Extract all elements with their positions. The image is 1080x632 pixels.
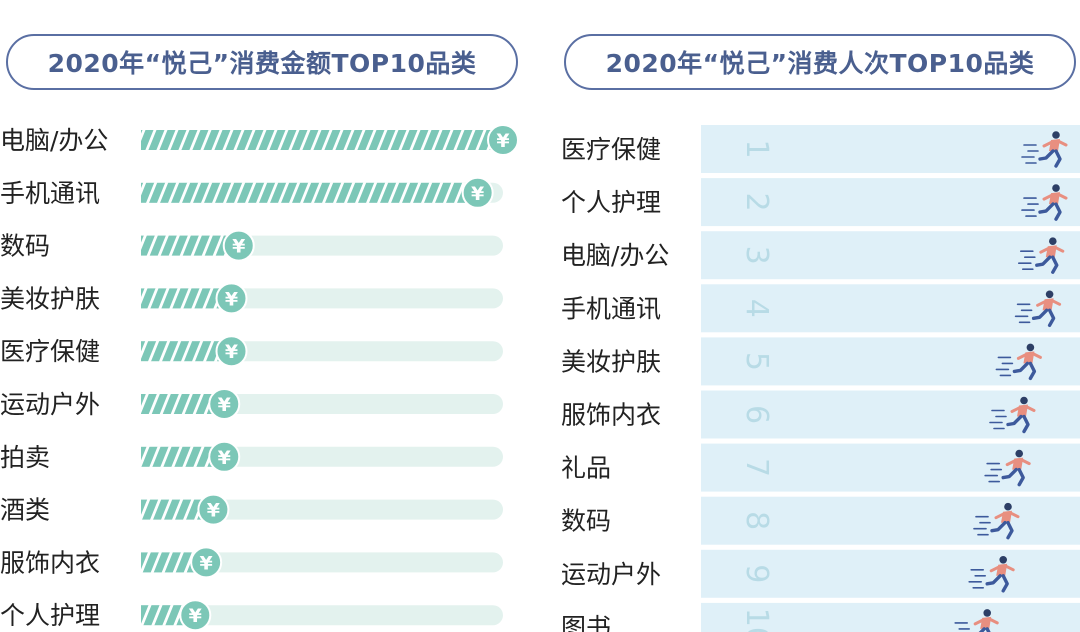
rank-number: 6 [739, 405, 774, 424]
amount-bar [141, 446, 225, 467]
amount-bar-track [141, 499, 503, 520]
rank-number: 7 [739, 458, 774, 477]
svg-text:¥: ¥ [225, 288, 238, 310]
svg-text:¥: ¥ [218, 394, 231, 416]
amount-category-label: 服饰内衣 [0, 548, 100, 577]
svg-text:¥: ¥ [189, 605, 202, 627]
yen-coin-icon: ¥ [215, 335, 248, 368]
amount-category-label: 运动户外 [0, 390, 100, 419]
rank-number: 4 [739, 299, 774, 318]
amount-category-label: 个人护理 [0, 601, 100, 630]
amount-bar-chart: 电脑/办公 ¥ 手机通讯 ¥ 数码 ¥ 美妆护肤 ¥ 医疗保健 ¥ 运动户外 ¥ 拍卖 ¥ 酒类 ¥ 服饰内衣 ¥… [0, 124, 519, 632]
visits-category-label: 服饰内衣 [561, 401, 661, 430]
rank-number: 8 [739, 511, 774, 530]
rank-number: 2 [739, 193, 774, 212]
visits-category-label: 礼品 [561, 454, 611, 483]
svg-text:¥: ¥ [232, 236, 245, 258]
rank-band [701, 602, 1080, 632]
yen-coin-icon: ¥ [461, 176, 494, 209]
runner-icon [968, 556, 1015, 593]
svg-text:¥: ¥ [471, 183, 484, 205]
rank-band [701, 496, 1080, 545]
rank-number: 10 [739, 608, 774, 632]
runner-icon [1021, 184, 1068, 221]
amount-bar [141, 394, 225, 414]
runner-icon [973, 502, 1020, 540]
visits-category-label: 美妆护肤 [561, 347, 661, 376]
visits-category-label: 个人护理 [561, 188, 661, 217]
amount-bar-track [141, 552, 503, 573]
amount-bar [141, 552, 207, 573]
svg-text:¥: ¥ [200, 552, 213, 574]
visits-category-label: 电脑/办公 [561, 241, 669, 270]
amount-bar [141, 288, 232, 309]
amount-chart-title: 2020年“悦己”消费金额TOP10品类 [6, 34, 518, 90]
yen-coin-icon: ¥ [190, 546, 223, 579]
amount-bar [141, 235, 239, 256]
runner-icon [1018, 237, 1065, 274]
amount-category-label: 电脑/办公 [0, 126, 108, 155]
amount-category-label: 医疗保健 [0, 337, 100, 366]
rank-band [701, 549, 1080, 598]
visits-category-label: 图书 [561, 613, 611, 632]
amount-category-label: 美妆护肤 [0, 284, 100, 313]
rank-band [701, 337, 1080, 386]
rank-band [701, 390, 1080, 439]
amount-bar [141, 130, 503, 150]
visits-category-label: 医疗保健 [561, 135, 661, 164]
runner-icon [1021, 131, 1068, 168]
rank-number: 9 [739, 564, 774, 583]
runner-icon [954, 609, 999, 632]
svg-text:¥: ¥ [218, 447, 231, 469]
rank-band [701, 178, 1080, 227]
svg-text:¥: ¥ [207, 500, 220, 522]
yen-coin-icon: ¥ [179, 599, 212, 632]
runner-icon [989, 396, 1036, 434]
svg-text:¥: ¥ [225, 341, 238, 363]
rank-band [701, 125, 1080, 173]
yen-coin-icon: ¥ [215, 282, 248, 315]
runner-icon [984, 449, 1031, 487]
rank-band [701, 231, 1080, 280]
rank-number: 1 [739, 139, 774, 158]
rank-number: 5 [739, 352, 774, 371]
runner-icon [995, 343, 1042, 381]
rank-band [701, 284, 1080, 333]
amount-bar [141, 341, 232, 362]
amount-category-label: 酒类 [0, 496, 50, 525]
yen-coin-icon: ¥ [487, 124, 519, 156]
amount-category-label: 数码 [0, 232, 50, 261]
yen-coin-icon: ¥ [208, 440, 241, 473]
amount-bar-track [141, 605, 503, 626]
visits-chart-title: 2020年“悦己”消费人次TOP10品类 [564, 34, 1076, 90]
visits-category-label: 手机通讯 [561, 294, 661, 323]
amount-bar [141, 499, 214, 520]
visits-category-label: 运动户外 [561, 560, 661, 589]
yen-coin-icon: ¥ [222, 229, 255, 262]
yen-coin-icon: ¥ [208, 388, 241, 420]
rank-number: 3 [739, 246, 774, 265]
amount-bar [141, 182, 478, 203]
amount-category-label: 手机通讯 [0, 179, 100, 208]
runner-icon [1014, 290, 1062, 327]
visits-category-label: 数码 [561, 507, 611, 536]
yen-coin-icon: ¥ [197, 493, 230, 526]
amount-category-label: 拍卖 [0, 443, 50, 472]
svg-text:¥: ¥ [496, 130, 509, 152]
